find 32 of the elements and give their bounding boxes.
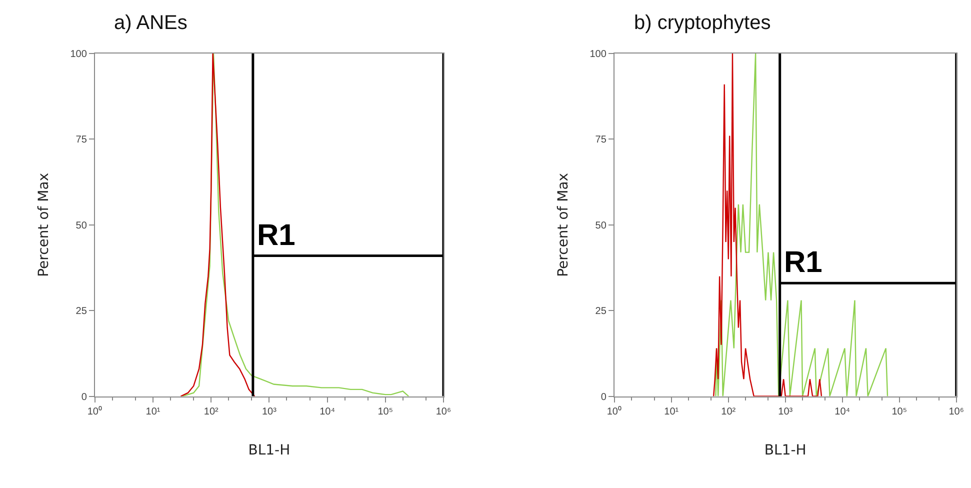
y-axis-title: Percent of Max — [555, 172, 572, 277]
x-axis-title: BL1-H — [764, 442, 806, 459]
x-axis-title: BL1-H — [248, 442, 290, 459]
y-tick-label: 100 — [70, 49, 88, 60]
x-tick-label: 10⁶ — [436, 406, 452, 418]
annotation: R1 — [257, 219, 296, 252]
x-tick-label: 10⁰ — [606, 405, 622, 418]
y-tick-label: 75 — [595, 134, 607, 146]
x-tick-label: 10⁴ — [834, 406, 850, 418]
y-tick-label: 50 — [595, 220, 607, 232]
x-tick-label: 10⁶ — [948, 406, 964, 418]
x-tick-label: 10¹ — [664, 406, 680, 418]
x-tick-label: 10⁵ — [378, 406, 394, 418]
y-tick-label: 0 — [600, 392, 607, 403]
x-tick-label: 10⁴ — [320, 406, 335, 418]
y-tick-label: 50 — [76, 220, 88, 232]
y-axis-title: Percent of Max — [36, 172, 52, 277]
y-tick-label: 75 — [76, 134, 88, 146]
x-tick-label: 10³ — [778, 406, 794, 418]
y-tick-label: 25 — [76, 306, 88, 318]
annotation: R1 — [784, 246, 822, 279]
x-tick-label: 10³ — [262, 406, 278, 418]
x-tick-label: 10² — [204, 406, 219, 418]
y-tick-label: 0 — [81, 392, 88, 403]
x-tick-label: 10⁵ — [892, 406, 907, 418]
chart-title: b) cryptophytes — [634, 12, 771, 34]
y-tick-label: 100 — [590, 49, 607, 60]
y-tick-label: 25 — [595, 306, 607, 318]
chart-title: a) ANEs — [114, 12, 188, 34]
x-tick-label: 10² — [721, 406, 736, 418]
x-tick-label: 10¹ — [146, 406, 161, 418]
x-tick-label: 10⁰ — [87, 405, 102, 418]
